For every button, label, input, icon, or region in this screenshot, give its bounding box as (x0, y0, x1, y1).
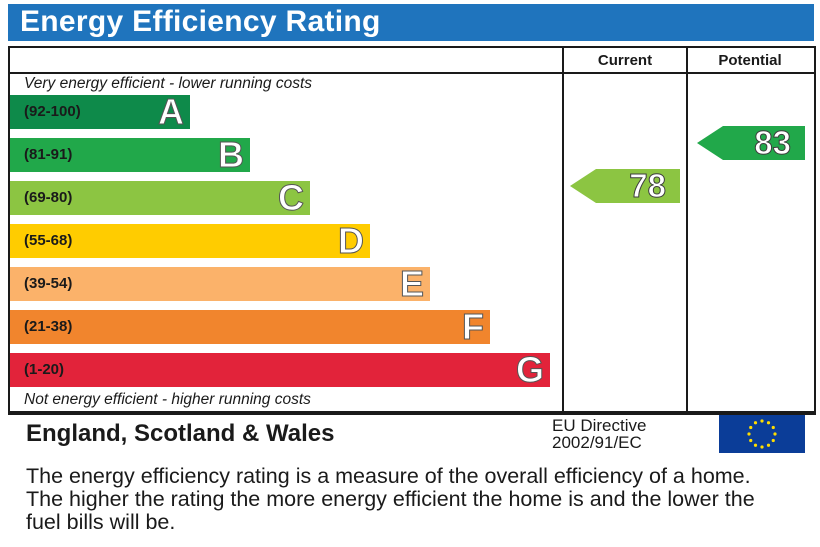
eu-flag-icon (719, 415, 805, 453)
eu-star (749, 438, 753, 443)
band-range-label: (69-80) (24, 189, 73, 206)
band-range-label: (92-100) (24, 103, 81, 120)
eu-star (749, 425, 753, 430)
potential-arrow-polygon (697, 126, 805, 160)
potential-rating-marker: 83 (697, 124, 805, 162)
description-text: The energy efficiency rating is a measur… (26, 464, 755, 534)
eu-directive: EU Directive 2002/91/EC (552, 417, 646, 451)
band-c: (69-80) C (10, 177, 310, 218)
region-label: England, Scotland & Wales (26, 420, 335, 447)
band-range-label: (1-20) (24, 361, 65, 378)
current-rating-value: 78 (629, 167, 667, 205)
column-header-potential: Potential (718, 52, 782, 69)
eu-star (771, 438, 775, 443)
footer-rule (10, 411, 814, 413)
band-range-label: (55-68) (24, 232, 73, 249)
band-range-label: (39-54) (24, 275, 73, 292)
band-letter: F (462, 306, 485, 347)
potential-rating-value: 83 (754, 124, 792, 162)
eu-directive-line1: EU Directive (552, 416, 647, 435)
eu-flag-stars (747, 419, 777, 449)
band-g: (1-20) G (10, 349, 550, 390)
chart-title: Energy Efficiency Rating (20, 5, 381, 38)
eu-star (753, 421, 758, 425)
band-a: (92-100) A (10, 91, 190, 132)
rating-frame (8, 46, 816, 415)
eu-star (766, 421, 771, 425)
band-b: (81-91) B (10, 134, 250, 175)
divider-current (562, 46, 564, 415)
current-arrow-shape (570, 169, 680, 203)
eu-directive-line2: 2002/91/EC (552, 433, 642, 452)
band-letter: E (399, 263, 424, 304)
band-letter: G (515, 349, 544, 390)
eu-star (771, 425, 775, 430)
band-e: (39-54) E (10, 263, 430, 304)
eu-star (760, 419, 764, 423)
column-header-current: Current (597, 52, 653, 69)
current-arrow-polygon (570, 169, 680, 203)
band-range-label: (81-91) (24, 146, 73, 163)
eu-star (766, 443, 771, 447)
band-range-label: (21-38) (24, 318, 73, 335)
potential-arrow-shape (697, 126, 805, 160)
eu-star (773, 432, 777, 436)
bottom-note: Not energy efficient - higher running co… (24, 391, 311, 408)
eu-star (760, 445, 764, 449)
top-note: Very energy efficient - lower running co… (24, 75, 313, 92)
eu-star (747, 432, 751, 436)
title-bar: Energy Efficiency Rating (8, 4, 814, 41)
header-rule (10, 72, 814, 74)
band-d: (55-68) D (10, 220, 370, 261)
band-letter: A (158, 91, 185, 132)
current-rating-marker: 78 (570, 167, 680, 205)
band-letter: B (218, 134, 245, 175)
band-letter: C (278, 177, 305, 218)
band-f: (21-38) F (10, 306, 490, 347)
band-letter: D (338, 220, 365, 261)
divider-potential (686, 46, 688, 415)
eu-star (753, 443, 758, 447)
